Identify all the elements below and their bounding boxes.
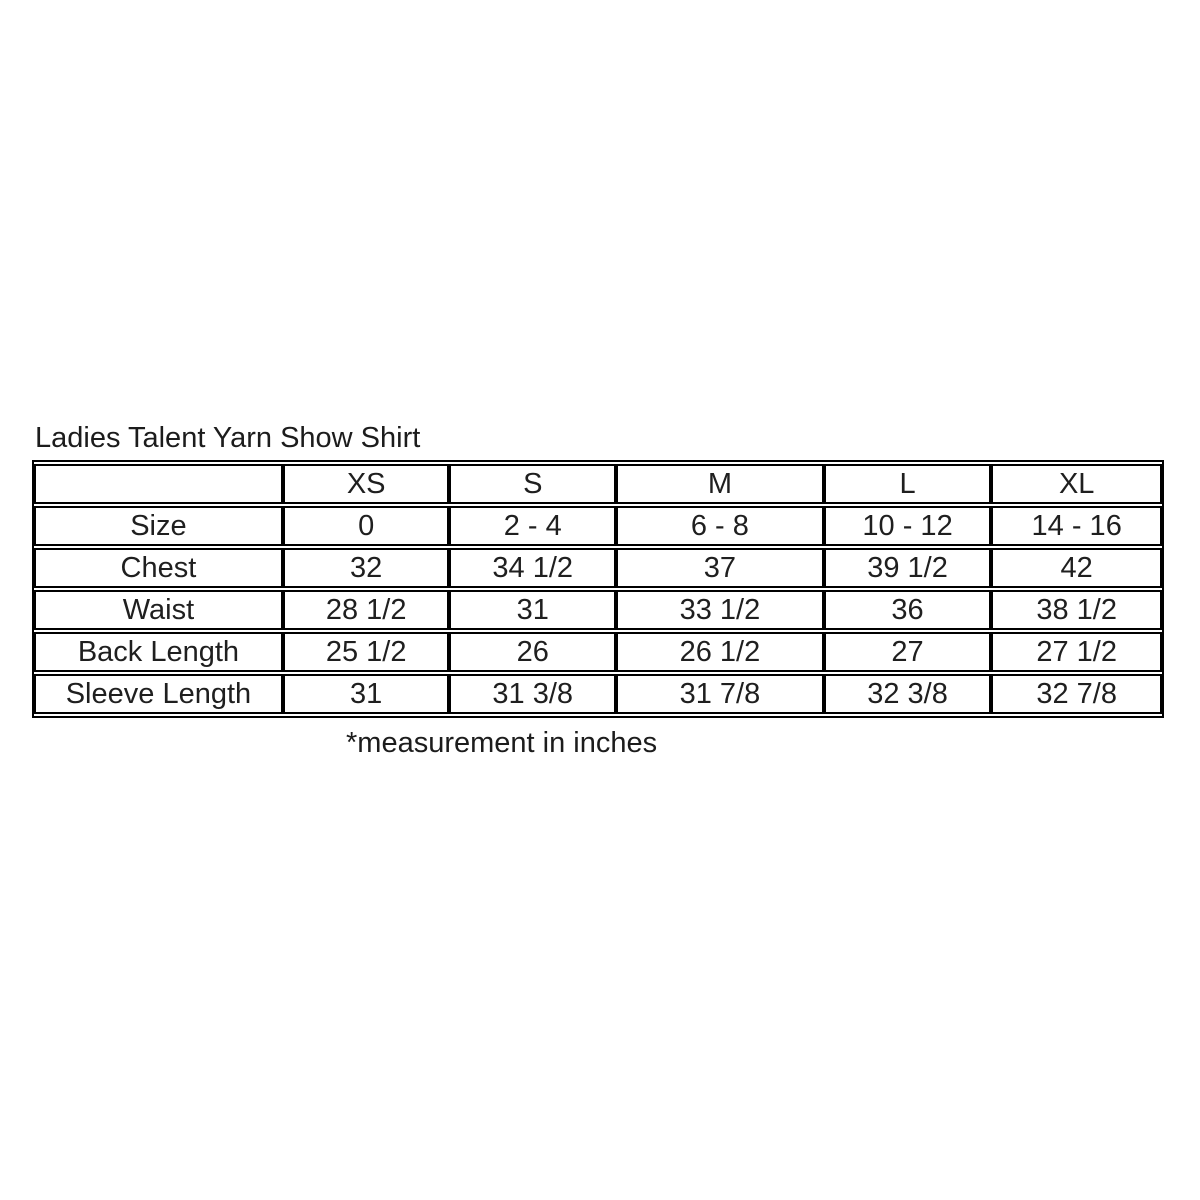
chart-title: Ladies Talent Yarn Show Shirt — [35, 422, 421, 454]
table-row: Waist 28 1/2 31 33 1/2 36 38 1/2 — [34, 590, 1162, 631]
header-cell-s: S — [449, 464, 617, 505]
measurement-cell: 14 - 16 — [991, 506, 1162, 547]
measurement-cell: 26 1/2 — [616, 632, 824, 673]
measurement-cell: 37 — [616, 548, 824, 589]
size-chart-section: Ladies Talent Yarn Show Shirt XS S M L X… — [32, 422, 1164, 760]
row-label: Back Length — [34, 632, 283, 673]
measurement-cell: 31 7/8 — [616, 674, 824, 715]
measurement-cell: 28 1/2 — [282, 590, 450, 631]
measurement-cell: 26 — [449, 632, 617, 673]
measurement-cell: 27 1/2 — [991, 632, 1162, 673]
header-cell-m: M — [616, 464, 824, 505]
measurement-cell: 32 7/8 — [991, 674, 1162, 715]
measurement-cell: 6 - 8 — [616, 506, 824, 547]
header-cell-xs: XS — [282, 464, 450, 505]
row-label: Sleeve Length — [34, 674, 283, 715]
measurement-cell: 10 - 12 — [823, 506, 992, 547]
measurement-cell: 32 3/8 — [823, 674, 992, 715]
measurement-cell: 2 - 4 — [449, 506, 617, 547]
header-row: XS S M L XL — [34, 464, 1162, 505]
table-row: Sleeve Length 31 31 3/8 31 7/8 32 3/8 32 7/8 — [34, 674, 1162, 715]
measurement-cell: 33 1/2 — [616, 590, 824, 631]
header-cell-xl: XL — [991, 464, 1162, 505]
measurement-cell: 36 — [823, 590, 992, 631]
table-row: Back Length 25 1/2 26 26 1/2 27 27 1/2 — [34, 632, 1162, 673]
table-row: Chest 32 34 1/2 37 39 1/2 42 — [34, 548, 1162, 589]
measurement-cell: 25 1/2 — [282, 632, 450, 673]
measurement-cell: 31 — [282, 674, 450, 715]
row-label: Chest — [34, 548, 283, 589]
measurement-cell: 27 — [823, 632, 992, 673]
measurement-cell: 31 3/8 — [449, 674, 617, 715]
measurement-cell: 0 — [282, 506, 450, 547]
measurement-cell: 38 1/2 — [991, 590, 1162, 631]
header-cell-l: L — [823, 464, 992, 505]
measurement-cell: 31 — [449, 590, 617, 631]
row-label: Size — [34, 506, 283, 547]
measurement-footnote: *measurement in inches — [346, 727, 658, 760]
header-cell-blank — [34, 464, 283, 505]
measurement-cell: 39 1/2 — [823, 548, 992, 589]
measurement-cell: 42 — [991, 548, 1162, 589]
measurement-cell: 34 1/2 — [449, 548, 617, 589]
row-label: Waist — [34, 590, 283, 631]
measurement-cell: 32 — [282, 548, 450, 589]
